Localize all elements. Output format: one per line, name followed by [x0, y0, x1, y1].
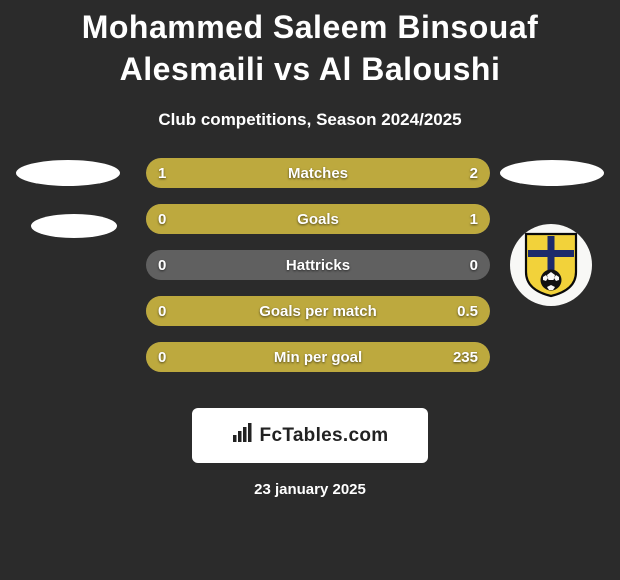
stat-label: Min per goal: [146, 342, 490, 372]
stat-row-hattricks: 0 Hattricks 0: [146, 250, 490, 280]
source-logo-text: FcTables.com: [260, 425, 389, 447]
subtitle: Club competitions, Season 2024/2025: [8, 110, 612, 130]
comparison-card: Mohammed Saleem Binsouaf Alesmaili vs Al…: [0, 0, 620, 503]
stats-chart: 1 Matches 2 0 Goals 1 0 Hattricks: [8, 158, 612, 398]
stat-label: Goals per match: [146, 296, 490, 326]
stat-label: Hattricks: [146, 250, 490, 280]
stat-right-value: 235: [453, 342, 478, 372]
source-logo: FcTables.com: [192, 408, 428, 463]
page-title: Mohammed Saleem Binsouaf Alesmaili vs Al…: [8, 7, 612, 90]
stat-right-value: 0.5: [457, 296, 478, 326]
stat-right-value: 1: [470, 204, 478, 234]
bars-container: 1 Matches 2 0 Goals 1 0 Hattricks: [146, 158, 490, 388]
player2-avatar: [500, 160, 604, 186]
stat-right-value: 0: [470, 250, 478, 280]
player1-club-avatar: [31, 214, 117, 238]
bars-icon: [232, 423, 254, 448]
snapshot-date: 23 january 2025: [8, 481, 612, 498]
stat-row-matches: 1 Matches 2: [146, 158, 490, 188]
stat-label: Goals: [146, 204, 490, 234]
player1-avatar: [16, 160, 120, 186]
stat-row-goals: 0 Goals 1: [146, 204, 490, 234]
player2-club-badge: [510, 224, 592, 306]
stat-row-goals-per-match: 0 Goals per match 0.5: [146, 296, 490, 326]
stat-right-value: 2: [470, 158, 478, 188]
shield-icon: [522, 232, 580, 298]
stat-row-min-per-goal: 0 Min per goal 235: [146, 342, 490, 372]
stat-label: Matches: [146, 158, 490, 188]
